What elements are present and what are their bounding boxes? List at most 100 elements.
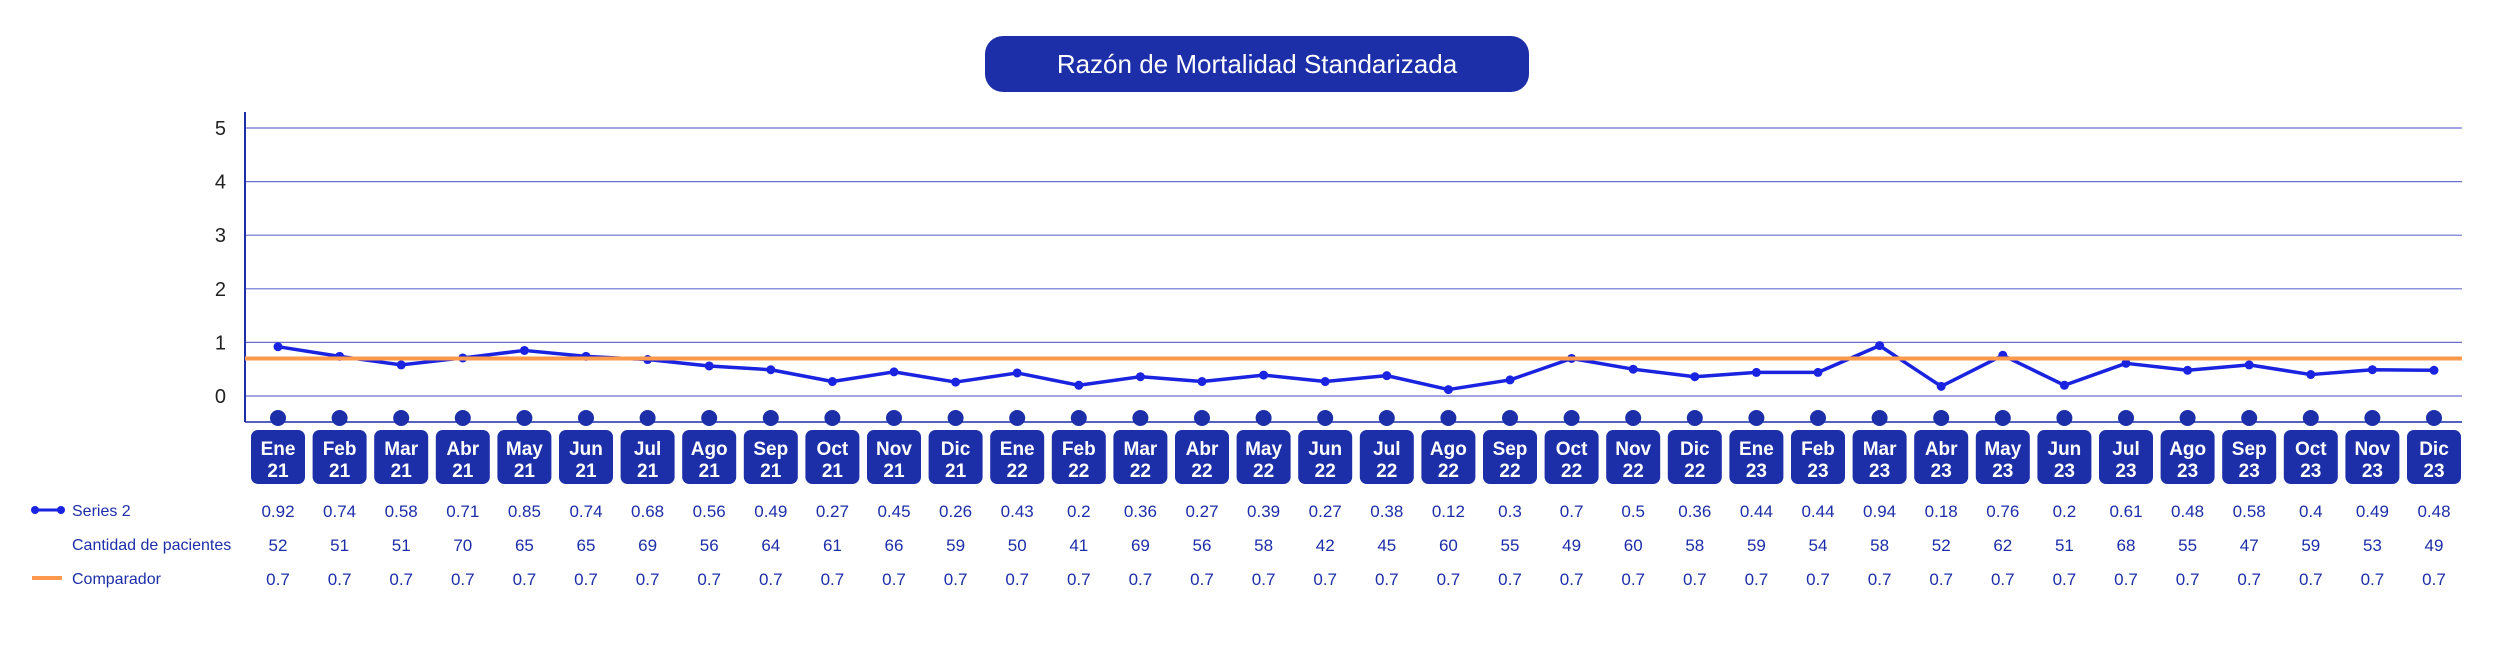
baseline-marker [1070, 410, 1087, 426]
baseline-marker [270, 410, 286, 426]
table-cell: 0.7 [882, 570, 906, 589]
baseline-marker [393, 410, 410, 426]
table-cell: 69 [638, 536, 657, 555]
baseline-marker [1502, 410, 1518, 426]
baseline-marker [886, 410, 902, 426]
x-tick-label: Dic [1680, 439, 1710, 460]
legend-label: Cantidad de pacientes [72, 537, 231, 554]
series-2-point [1320, 377, 1330, 387]
baseline-marker [1625, 410, 1642, 426]
table-cell: 0.7 [2237, 570, 2261, 589]
baseline-marker [1563, 410, 1580, 426]
baseline-marker [947, 410, 964, 426]
table-cell: 0.49 [754, 502, 787, 521]
x-tick-label: 22 [1684, 461, 1705, 482]
x-axis: Ene21Feb21Mar21Abr21May21Jun21Jul21Ago21… [245, 410, 2462, 484]
x-tick-label: Mar [1863, 439, 1897, 460]
table-cell: 0.36 [1678, 502, 1711, 521]
series-2-point [766, 365, 776, 375]
x-tick-label: 21 [760, 461, 782, 482]
x-tick-box [497, 430, 552, 484]
baseline-marker [331, 410, 348, 426]
table-cell: 0.7 [759, 570, 783, 589]
x-tick-box [1975, 430, 2030, 484]
x-tick-box [559, 430, 613, 484]
baseline-marker [1994, 410, 2011, 426]
legend-series-2-dot [31, 506, 39, 514]
x-tick-box [1051, 430, 1106, 484]
x-tick-box [1544, 430, 1599, 484]
table-cell: 0.2 [1067, 502, 1091, 521]
table-cell: 0.4 [2299, 502, 2323, 521]
table-cell: 49 [2425, 536, 2444, 555]
x-tick-label: 21 [575, 461, 597, 482]
table-cell: 0.7 [1005, 570, 1029, 589]
series-2-point [2121, 358, 2131, 368]
x-tick-label: 22 [1499, 461, 1520, 482]
table-cell: 0.7 [1313, 570, 1337, 589]
table-cell: 64 [761, 536, 780, 555]
baseline-marker [1810, 410, 1826, 426]
x-tick-label: 22 [1623, 461, 1644, 482]
x-tick-box [682, 430, 737, 484]
x-tick-label: Nov [876, 439, 912, 460]
table-cell: 56 [1193, 536, 1212, 555]
table-cell: 0.7 [513, 570, 537, 589]
series-2-point [2059, 380, 2069, 390]
x-tick-label: Sep [2232, 439, 2267, 460]
x-tick-box [990, 430, 1045, 484]
table-cell: 0.7 [1991, 570, 2015, 589]
series-2-point [1382, 371, 1392, 381]
table-cell: 0.7 [1437, 570, 1461, 589]
y-tick-label: 5 [215, 118, 226, 140]
baseline-marker [1009, 410, 1026, 426]
x-tick-label: Sep [1493, 439, 1528, 460]
x-tick-box [1791, 430, 1845, 484]
table-cell: 0.7 [1560, 502, 1584, 521]
table-cell: 41 [1069, 536, 1088, 555]
table-cell: 58 [1254, 536, 1273, 555]
table-cell: 56 [700, 536, 719, 555]
series-2-point [2183, 365, 2193, 375]
x-tick-label: 23 [2115, 461, 2136, 482]
x-tick-label: 22 [1007, 461, 1028, 482]
table-cell: 0.56 [693, 502, 726, 521]
table-cell: 0.7 [266, 570, 290, 589]
x-tick-box [1729, 430, 1784, 484]
table-cell: 0.94 [1863, 502, 1896, 521]
x-tick-label: Dic [2419, 439, 2449, 460]
series-2-point [951, 377, 961, 387]
x-tick-label: Oct [2295, 439, 2327, 460]
series-2-point [1936, 381, 1946, 391]
table-cell: 0.58 [385, 502, 418, 521]
series-2-point [1197, 377, 1207, 387]
x-tick-label: May [506, 439, 543, 460]
chart-title: Razón de Mortalidad Standarizada [985, 36, 1529, 92]
x-tick-label: May [1984, 439, 2021, 460]
table-cell: 0.7 [1190, 570, 1214, 589]
x-tick-label: Ago [691, 439, 728, 460]
series-2-point [1135, 372, 1145, 382]
table-cell: 47 [2240, 536, 2259, 555]
x-tick-box [1667, 430, 1722, 484]
table-cell: 58 [1870, 536, 1889, 555]
x-tick-label: Feb [1062, 439, 1096, 460]
table-cell: 60 [1624, 536, 1643, 555]
series-2-point [2306, 370, 2316, 380]
legend-series-2-dot [57, 506, 65, 514]
table-cell: 52 [1932, 536, 1951, 555]
series-2-point [1074, 380, 1084, 390]
baseline-marker [516, 410, 533, 426]
x-tick-label: 21 [452, 461, 474, 482]
x-tick-label: 21 [637, 461, 659, 482]
x-tick-label: Oct [1556, 439, 1588, 460]
series-2-point [704, 361, 714, 371]
table-cell: 52 [269, 536, 288, 555]
series-2-point [1012, 368, 1022, 378]
x-tick-box [928, 430, 983, 484]
x-tick-label: Mar [1124, 439, 1158, 460]
series-2-point [273, 342, 283, 352]
x-tick-label: Abr [1925, 439, 1958, 460]
baseline-marker [1686, 410, 1703, 426]
